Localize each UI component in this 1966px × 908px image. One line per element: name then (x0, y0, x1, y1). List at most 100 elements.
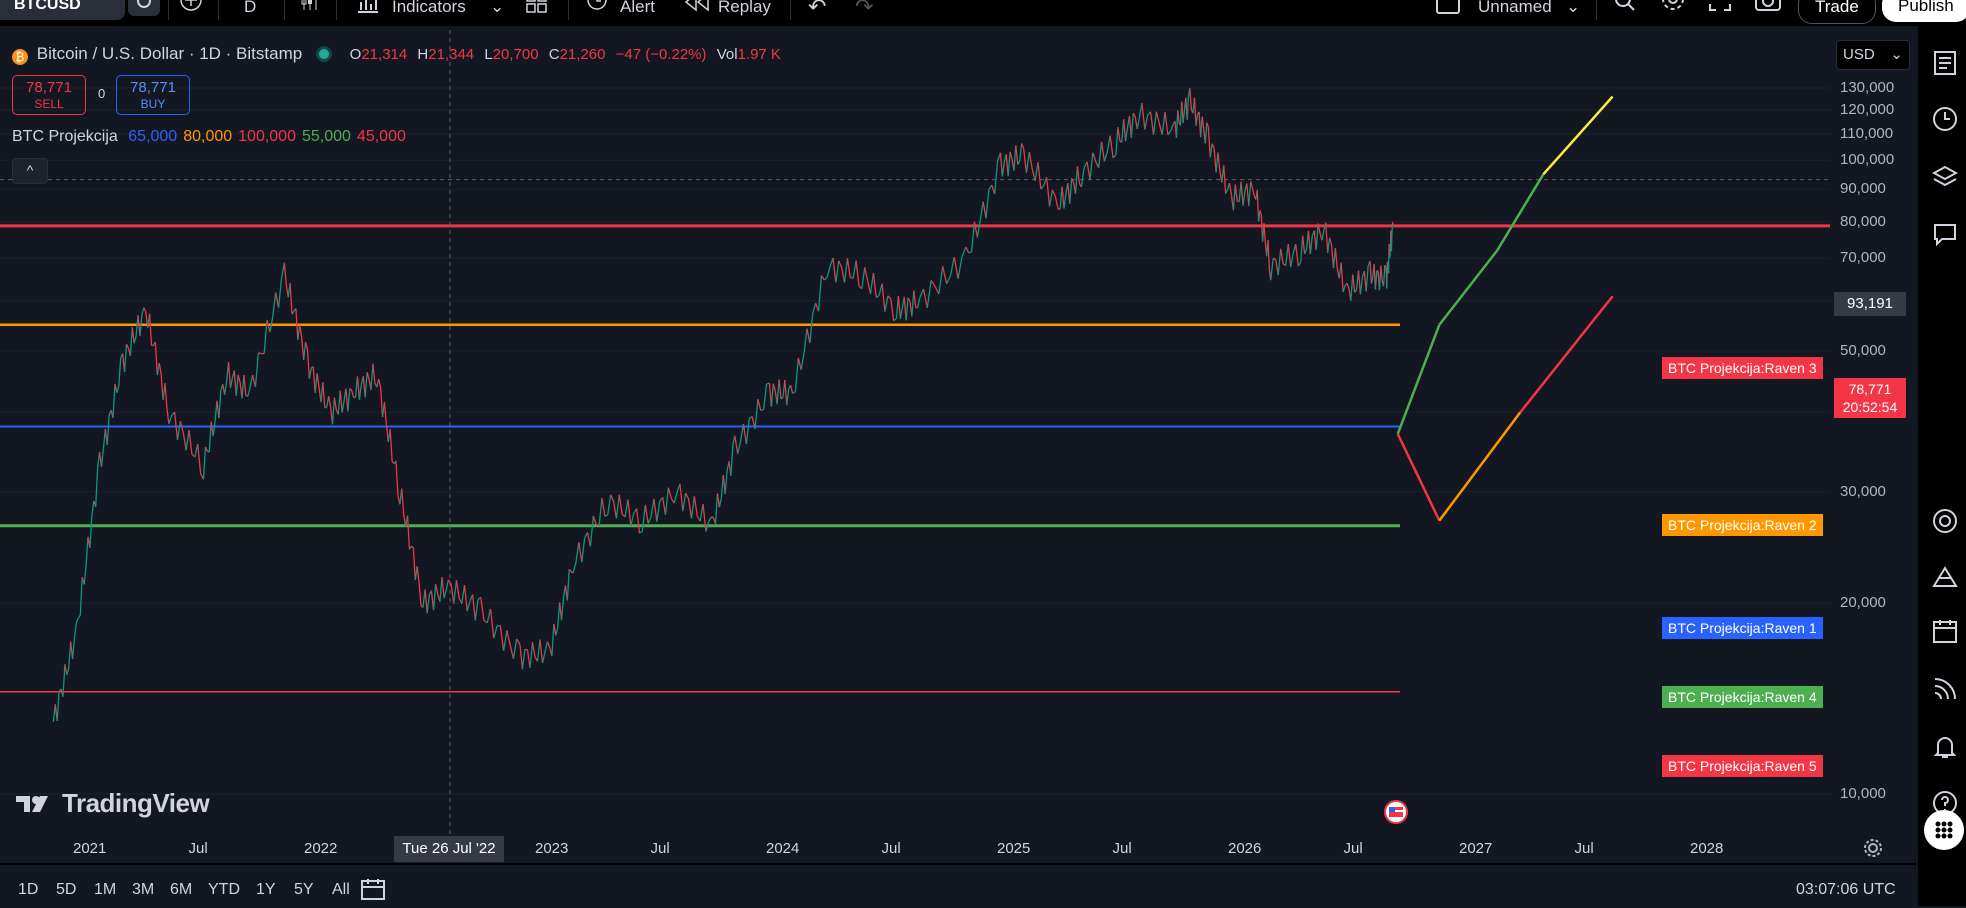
range-button-5y[interactable]: 5Y (294, 881, 314, 899)
level-label-raven-4[interactable]: BTC Projekcija:Raven 4 (1662, 686, 1823, 708)
level-label-raven-2[interactable]: BTC Projekcija:Raven 2 (1662, 514, 1823, 536)
level-label-raven-3[interactable]: BTC Projekcija:Raven 3 (1662, 357, 1823, 379)
legend-title[interactable]: Bitcoin / U.S. Dollar · 1D · Bitstamp (37, 44, 302, 63)
quick-search-icon[interactable] (1612, 0, 1638, 19)
time-tick-label: Jul (189, 840, 208, 857)
price-segment (558, 602, 560, 628)
price-segment (947, 276, 951, 284)
economic-event-flag-icon[interactable] (1384, 800, 1408, 824)
buy-button[interactable]: 78,771 BUY (116, 75, 190, 115)
chevron-down-icon[interactable]: ⌄ (490, 0, 504, 20)
trade-button[interactable]: Trade (1798, 0, 1876, 24)
range-button-1m[interactable]: 1M (94, 881, 116, 899)
settings-gear-icon[interactable] (1660, 0, 1686, 19)
price-segment (1341, 263, 1343, 292)
price-segment (494, 626, 497, 638)
chart-pattern-icon[interactable] (1932, 564, 1958, 590)
layout-chevron-down-icon[interactable]: ⌄ (1566, 0, 1580, 20)
price-segment (888, 296, 891, 299)
price-segment (84, 566, 86, 584)
low-value: 20,700 (493, 46, 539, 63)
price-segment (980, 201, 983, 220)
price-segment (962, 247, 966, 257)
compare-icon[interactable] (128, 0, 160, 16)
price-segment (204, 447, 206, 479)
price-segment (1190, 88, 1192, 110)
price-segment (1316, 223, 1318, 249)
price-segment (167, 408, 169, 424)
range-button-1d[interactable]: 1D (18, 881, 38, 899)
watchlist-icon[interactable] (1932, 50, 1958, 76)
add-symbol-icon[interactable] (178, 0, 204, 21)
notifications-bell-icon[interactable] (1932, 734, 1958, 760)
price-segment (619, 495, 622, 514)
range-button-1y[interactable]: 1Y (256, 881, 276, 899)
price-segment (537, 640, 540, 662)
symbol-search[interactable]: BTCUSD (0, 0, 125, 20)
layers-icon[interactable] (1932, 164, 1958, 190)
target-icon[interactable] (1932, 508, 1958, 534)
level-label-raven-5[interactable]: BTC Projekcija:Raven 5 (1662, 755, 1823, 777)
price-segment (1286, 244, 1289, 265)
range-button-ytd[interactable]: YTD (208, 881, 240, 899)
apps-grid-icon[interactable] (1924, 810, 1964, 850)
price-segment (229, 362, 231, 388)
alerts-clock-icon[interactable] (1932, 106, 1958, 132)
price-segment (1038, 162, 1041, 189)
collapse-legend-chevron-up-icon[interactable]: ^ (12, 158, 48, 184)
price-segment (189, 430, 192, 454)
price-segment (969, 252, 972, 253)
time-tick-label: 2028 (1690, 840, 1723, 857)
price-segment (777, 379, 779, 404)
panel-divider[interactable] (1918, 26, 1922, 906)
projection-up-segment (1497, 174, 1543, 250)
level-label-raven-1[interactable]: BTC Projekcija:Raven 1 (1662, 617, 1823, 639)
price-segment (273, 292, 276, 316)
chat-icon[interactable] (1932, 222, 1958, 248)
price-segment (1278, 249, 1281, 275)
go-to-date-calendar-icon[interactable] (360, 877, 386, 906)
undo-icon[interactable]: ↶ (808, 0, 826, 20)
utc-clock[interactable]: 03:07:06 UTC (1796, 881, 1896, 899)
range-button-6m[interactable]: 6M (170, 881, 192, 899)
price-segment (1296, 244, 1299, 266)
alert-button[interactable]: Alert (620, 0, 655, 20)
chart-settings-gear-icon[interactable] (1862, 837, 1884, 864)
currency-select[interactable]: USD ⌄ (1836, 40, 1910, 70)
interval-button[interactable]: D (244, 0, 256, 20)
replay-button[interactable]: Replay (718, 0, 771, 20)
price-segment (513, 639, 516, 659)
replay-icon[interactable] (684, 0, 710, 17)
price-segment (290, 283, 292, 314)
range-button-3m[interactable]: 3M (132, 881, 154, 899)
range-button-all[interactable]: All (332, 881, 350, 899)
chart-pane[interactable] (0, 30, 1836, 863)
price-segment (712, 516, 714, 518)
sell-button[interactable]: 78,771 SELL (12, 75, 86, 115)
camera-icon[interactable] (1754, 0, 1782, 17)
spread-value: 0 (98, 86, 105, 101)
indicators-icon[interactable] (356, 0, 380, 19)
calendar-icon[interactable] (1932, 618, 1958, 644)
candles-icon[interactable] (298, 0, 322, 19)
price-segment (898, 296, 900, 319)
layout-icon[interactable] (1436, 0, 1460, 14)
projection-up-segment (1398, 325, 1440, 434)
price-segment (159, 363, 161, 374)
price-segment (1208, 127, 1210, 157)
price-segment (927, 280, 931, 307)
indicators-button[interactable]: Indicators (392, 0, 466, 20)
price-segment (856, 260, 859, 286)
layout-name[interactable]: Unnamed (1478, 0, 1552, 20)
tradingview-logo[interactable]: TradingView (14, 788, 209, 819)
redo-icon[interactable]: ↷ (855, 0, 873, 20)
alert-icon[interactable] (584, 0, 610, 19)
templates-icon[interactable] (526, 0, 548, 19)
publish-button[interactable]: Publish (1882, 0, 1966, 22)
range-button-5d[interactable]: 5D (56, 881, 76, 899)
sell-label: SELL (13, 96, 85, 112)
fullscreen-icon[interactable] (1708, 0, 1732, 17)
news-feed-icon[interactable] (1932, 676, 1958, 702)
price-chart[interactable] (0, 30, 1836, 863)
